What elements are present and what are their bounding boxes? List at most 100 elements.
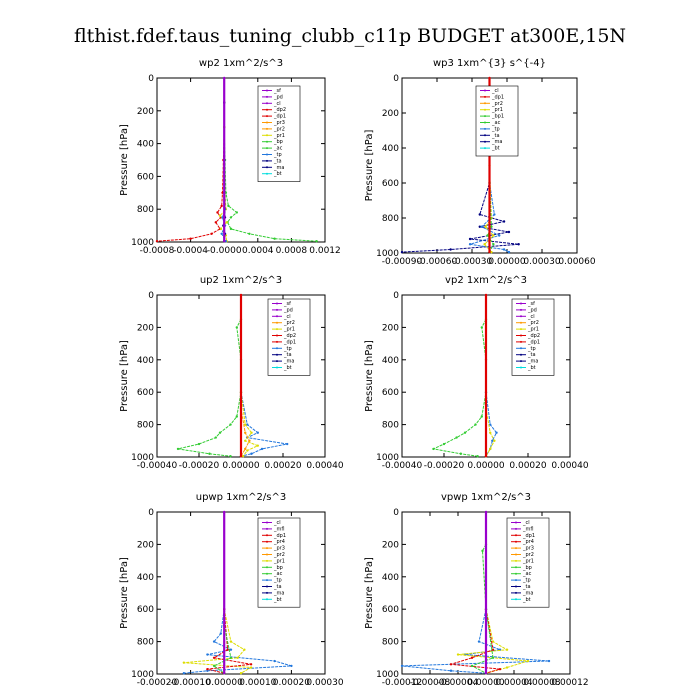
panel-title: up2 1xm^2/s^3 bbox=[200, 275, 282, 286]
legend-marker bbox=[266, 527, 268, 530]
panel-title: upwp 1xm^2/s^3 bbox=[196, 492, 286, 503]
x-tick-label: 0.00000 bbox=[467, 678, 504, 688]
series-point bbox=[214, 221, 217, 224]
legend-marker bbox=[515, 591, 517, 594]
y-tick-label: 800 bbox=[137, 205, 154, 215]
series-point bbox=[489, 431, 492, 434]
legend-label: _ac bbox=[491, 120, 501, 126]
series-point bbox=[505, 666, 509, 669]
series-point bbox=[223, 671, 226, 675]
series-point bbox=[220, 232, 223, 235]
legend-label: _pr1 bbox=[273, 558, 285, 564]
legend-marker bbox=[266, 585, 268, 588]
series-point bbox=[223, 239, 226, 243]
legend-marker bbox=[520, 328, 522, 331]
y-tick-label: 0 bbox=[393, 508, 399, 518]
series-line-pr1 bbox=[240, 392, 260, 457]
legend-marker bbox=[266, 127, 268, 130]
series-point bbox=[490, 250, 493, 254]
legend-label: _pr1 bbox=[522, 558, 534, 564]
legend-box bbox=[267, 298, 311, 376]
legend-label: _ac bbox=[522, 571, 532, 577]
series-point bbox=[246, 423, 249, 426]
legend-label: _pr4 bbox=[522, 539, 534, 545]
legend-label: _dp1 bbox=[283, 339, 296, 345]
y-tick-label: 400 bbox=[137, 356, 154, 366]
legend-label: _ta bbox=[273, 158, 282, 164]
series-point bbox=[484, 510, 488, 514]
series-point bbox=[223, 510, 226, 514]
y-tick-label: 0 bbox=[148, 291, 154, 301]
series-point bbox=[468, 243, 472, 246]
series-point bbox=[490, 225, 493, 228]
legend-label: _dp2 bbox=[273, 107, 286, 113]
legend-label: _ma bbox=[283, 359, 294, 365]
legend-label: _tp bbox=[283, 346, 292, 352]
legend-label: _ma bbox=[527, 359, 538, 365]
series-point bbox=[212, 664, 216, 668]
series-point bbox=[225, 221, 228, 224]
legend-marker bbox=[276, 366, 278, 369]
legend-label: _pr1 bbox=[491, 107, 503, 113]
legend-marker bbox=[266, 134, 268, 137]
series-point bbox=[491, 439, 494, 442]
series-point bbox=[478, 225, 481, 228]
x-tick-label: 0.00010 bbox=[239, 678, 276, 688]
series-point bbox=[502, 248, 506, 251]
legend-label: _sf bbox=[283, 301, 291, 307]
series-point bbox=[248, 232, 251, 235]
legend-marker bbox=[266, 140, 268, 143]
series-point bbox=[216, 211, 219, 214]
x-tick-label: 0.00000 bbox=[222, 461, 259, 471]
x-tick-label: 0.00040 bbox=[551, 461, 588, 471]
legend-marker bbox=[266, 159, 268, 162]
chart-panel-3: up2 1xm^2/s^3 Pressure [hPa] 0 200 400 600 800… bbox=[119, 275, 344, 471]
legend-label: _pr3 bbox=[273, 120, 285, 126]
y-tick-label: 200 bbox=[382, 323, 399, 333]
x-tick-label: 0.00000 bbox=[206, 678, 243, 688]
chart-panel-4: vp2 1xm^2/s^3 Pressure [hPa] 0 200 400 600 800… bbox=[364, 275, 589, 471]
series-line-dp1 bbox=[431, 319, 487, 457]
legend-label: _pr2 bbox=[522, 552, 534, 558]
legend-marker bbox=[266, 89, 268, 92]
series-point bbox=[248, 439, 251, 442]
legend-box bbox=[257, 517, 301, 608]
series-line-bp bbox=[213, 625, 232, 674]
series-point bbox=[239, 671, 243, 675]
legend-marker bbox=[266, 553, 268, 556]
legend-label: _pr3 bbox=[273, 546, 285, 552]
y-axis-label: Pressure [hPa] bbox=[119, 340, 130, 412]
x-tick-label: -0.00060 bbox=[417, 257, 458, 267]
legend-label: _pr2 bbox=[273, 552, 285, 558]
legend-marker bbox=[515, 553, 517, 556]
series-point bbox=[463, 431, 467, 434]
legend-marker bbox=[266, 102, 268, 105]
legend: _sf_pd_cl_pr2_pr1_dp2_dp1_tp_ta_ma_bt bbox=[511, 298, 555, 376]
series-point bbox=[449, 248, 452, 251]
legend-marker bbox=[520, 308, 522, 311]
legend-marker bbox=[266, 598, 268, 601]
series-point bbox=[470, 656, 474, 659]
x-tick-label: -0.00008 bbox=[410, 678, 451, 688]
legend-label: _pr1 bbox=[527, 327, 539, 333]
y-tick-label: 1000 bbox=[376, 249, 399, 259]
legend-label: _dp1 bbox=[527, 339, 540, 345]
y-tick-label: 200 bbox=[382, 109, 399, 119]
y-tick-label: 400 bbox=[382, 573, 399, 583]
series-point bbox=[182, 661, 186, 664]
legend-label: _bt bbox=[283, 365, 292, 371]
legend-marker bbox=[515, 527, 517, 530]
legend: _sf_pd_cl_pr2_pr1_dp2_dp1_tp_ta_ma_bt bbox=[267, 298, 311, 376]
series-point bbox=[235, 211, 238, 214]
x-tick-label: 0.0008 bbox=[276, 246, 308, 256]
panel-title: wp3 1xm^{3} s^{-4} bbox=[433, 58, 546, 69]
series-point bbox=[229, 227, 233, 231]
legend-marker bbox=[266, 121, 268, 124]
series-point bbox=[235, 326, 238, 329]
series-point bbox=[208, 452, 211, 455]
x-tick-label: 0.00060 bbox=[558, 257, 595, 267]
series-point bbox=[459, 452, 462, 455]
legend-label: _mfl bbox=[273, 526, 285, 532]
legend-label: _cl bbox=[522, 520, 530, 526]
series-point bbox=[246, 449, 249, 452]
